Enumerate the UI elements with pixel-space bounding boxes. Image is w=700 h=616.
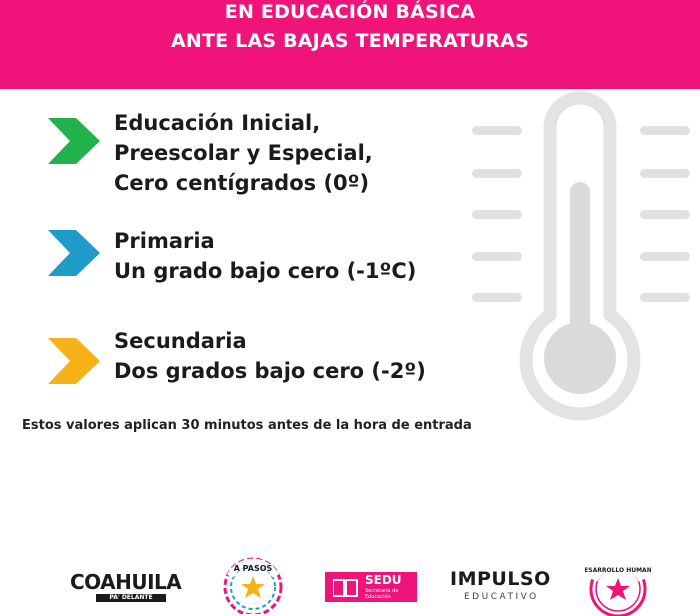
level-temperature: Un grado bajo cero (-1ºC): [114, 259, 417, 283]
level-temperature: Cero centígrados (0º): [114, 171, 370, 195]
level-label: Preescolar y Especial,: [114, 141, 373, 165]
header-banner: EN EDUCACIÓN BÁSICA ANTE LAS BAJAS TEMPE…: [0, 0, 700, 89]
sedu-subtitle: Secretaría de Educación: [365, 588, 398, 600]
level-label: Secundaria: [114, 329, 247, 353]
impulso-logo: IMPULSO EDUCATIVO: [450, 568, 550, 602]
coahuila-tagline: PA' DELANTE: [96, 594, 166, 602]
coahuila-logo: COAHUILA PA' DELANTE: [62, 568, 192, 602]
impulso-subtitle: EDUCATIVO: [464, 592, 539, 602]
level-label: Primaria: [114, 229, 215, 253]
sedu-subtitle-line1: Secretaría de: [365, 588, 399, 594]
header-title-line1: EN EDUCACIÓN BÁSICA: [224, 1, 476, 23]
footnote: Estos valores aplican 30 minutos antes d…: [22, 418, 472, 433]
level-temperature: Dos grados bajo cero (-2º): [114, 359, 426, 383]
level-item-inicial: Educación Inicial, Preescolar y Especial…: [48, 108, 468, 200]
chevron-right-icon: [48, 230, 100, 276]
level-item-primaria: Primaria Un grado bajo cero (-1ºC): [48, 226, 468, 288]
logo-strip: COAHUILA PA' DELANTE A PASOS SEDU Secret…: [0, 540, 700, 616]
level-text: Educación Inicial, Preescolar y Especial…: [114, 108, 474, 198]
sedu-mark-icon: [333, 579, 358, 597]
level-text: Secundaria Dos grados bajo cero (-2º): [114, 326, 474, 386]
header-title-line2: ANTE LAS BAJAS TEMPERATURAS: [171, 30, 529, 52]
coahuila-wordmark: COAHUILA: [70, 570, 182, 594]
chevron-right-icon: [48, 338, 100, 384]
thermometer-icon: [472, 91, 690, 421]
chevron-right-icon: [48, 118, 100, 164]
level-item-secundaria: Secundaria Dos grados bajo cero (-2º): [48, 326, 468, 388]
level-text: Primaria Un grado bajo cero (-1ºC): [114, 226, 474, 286]
sedu-subtitle-line2: Educación: [365, 594, 391, 600]
a-pasos-logo: A PASOS: [223, 557, 283, 614]
level-label: Educación Inicial,: [114, 111, 321, 135]
svg-text:DESARROLLO HUMANO: DESARROLLO HUMANO: [585, 567, 651, 574]
impulso-name: IMPULSO: [450, 568, 551, 590]
desarrollo-humano-logo: DESARROLLO HUMANO: [585, 560, 651, 616]
sedu-name: SEDU: [365, 573, 402, 587]
sedu-logo: SEDU Secretaría de Educación: [325, 572, 417, 602]
svg-text:A PASOS: A PASOS: [234, 564, 273, 573]
